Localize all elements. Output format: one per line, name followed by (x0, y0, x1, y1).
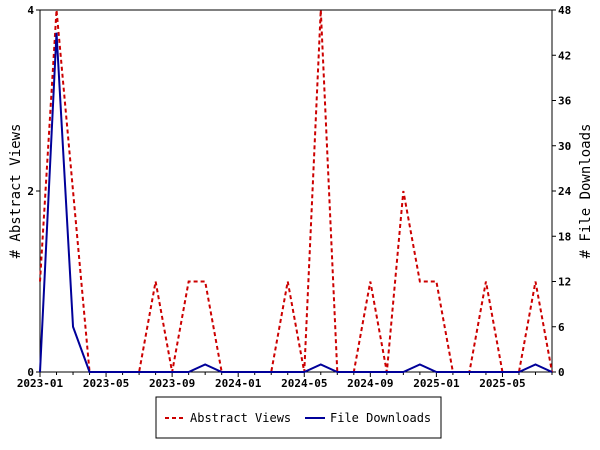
y-right-tick-label: 42 (558, 49, 571, 62)
y-right-tick-label: 6 (558, 321, 565, 334)
legend: Abstract Views File Downloads (155, 396, 442, 439)
y-right-tick-label: 48 (558, 4, 571, 17)
x-tick-label: 2023-09 (149, 377, 195, 390)
y-right-tick-label: 18 (558, 230, 571, 243)
series-line-file-downloads (39, 32, 553, 373)
y-left-tick-label: 2 (27, 185, 34, 198)
y-right-tick-label: 30 (558, 140, 571, 153)
legend-box (155, 396, 442, 439)
x-tick-label: 2023-05 (83, 377, 129, 390)
x-tick-label: 2023-01 (17, 377, 64, 390)
plot-area (39, 9, 553, 373)
legend-label-file-downloads: File Downloads (330, 411, 431, 425)
y-right-tick-label: 12 (558, 276, 571, 289)
y-right-tick-label: 36 (558, 95, 572, 108)
x-tick-label: 2025-05 (479, 377, 525, 390)
y-left-tick-label: 0 (27, 366, 34, 379)
y-left-tick-label: 4 (27, 4, 34, 17)
x-tick-label: 2024-05 (281, 377, 327, 390)
y-right-axis-title: # File Downloads (578, 124, 594, 259)
y-right-tick-label: 24 (558, 185, 572, 198)
x-tick-label: 2024-01 (215, 377, 262, 390)
legend-label-abstract-views: Abstract Views (190, 411, 291, 425)
x-tick-label: 2024-09 (347, 377, 393, 390)
y-right-tick-label: 0 (558, 366, 565, 379)
y-left-axis-title: # Abstract Views (8, 124, 24, 259)
x-tick-label: 2025-01 (413, 377, 460, 390)
